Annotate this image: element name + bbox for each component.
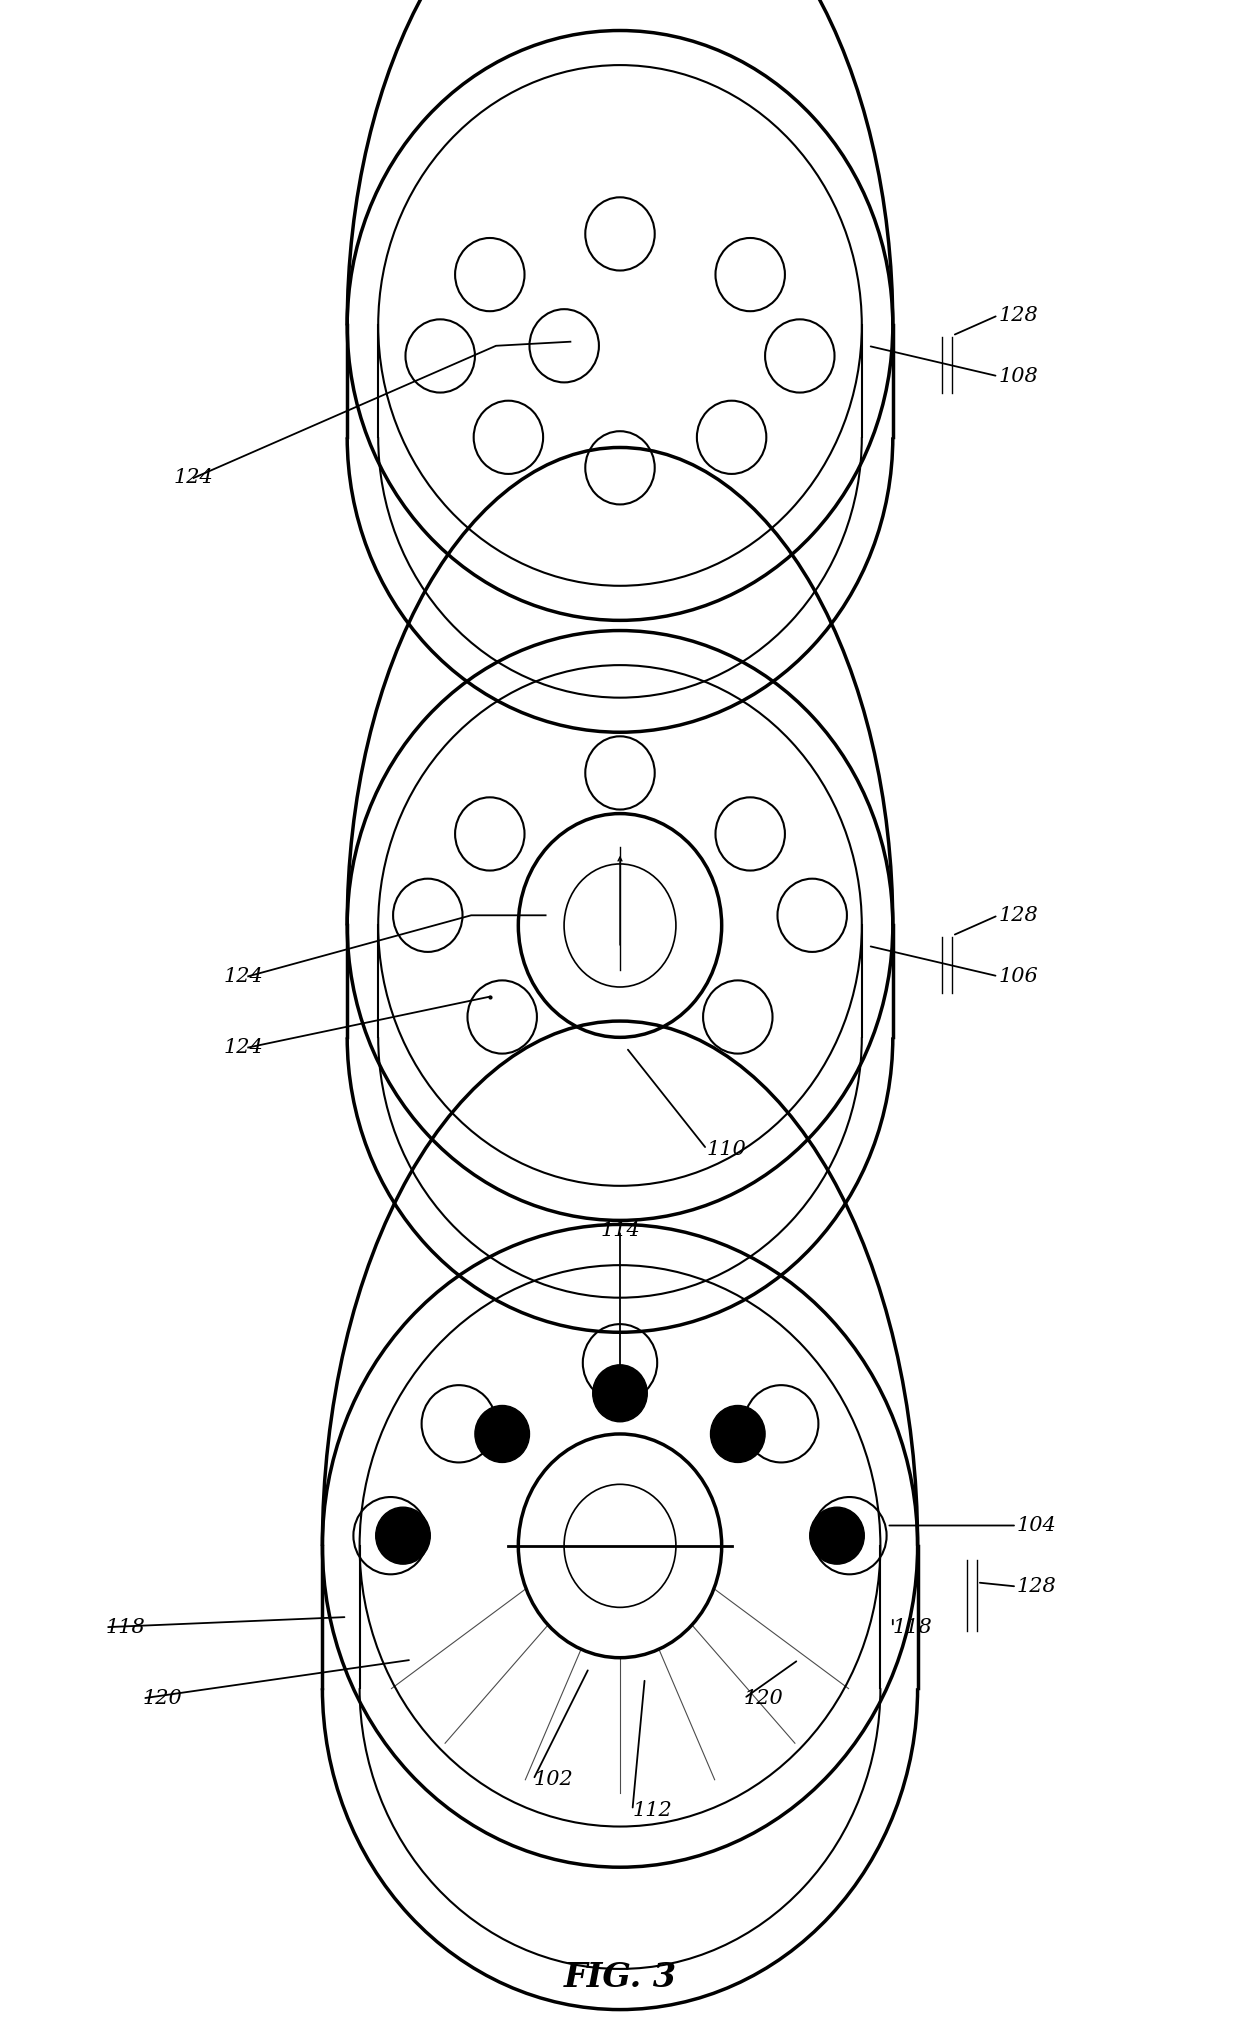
Text: 128: 128 <box>998 305 1038 325</box>
Text: 128: 128 <box>1017 1576 1056 1597</box>
Ellipse shape <box>810 1507 864 1564</box>
Ellipse shape <box>711 1405 765 1462</box>
Text: 118: 118 <box>893 1617 932 1637</box>
Ellipse shape <box>475 1405 529 1462</box>
Text: 114: 114 <box>600 1220 640 1241</box>
Text: 118: 118 <box>105 1617 145 1637</box>
Text: 102: 102 <box>533 1770 573 1790</box>
Ellipse shape <box>593 1365 647 1422</box>
Text: 128: 128 <box>998 905 1038 925</box>
Text: 106: 106 <box>998 966 1038 986</box>
Text: 108: 108 <box>998 366 1038 386</box>
Text: 124: 124 <box>223 1037 263 1058</box>
Text: 124: 124 <box>174 468 213 488</box>
Text: 124: 124 <box>223 966 263 986</box>
Text: FIG. 3: FIG. 3 <box>563 1961 677 1993</box>
Text: 120: 120 <box>744 1688 784 1709</box>
Text: 120: 120 <box>143 1688 182 1709</box>
Text: 104: 104 <box>1017 1515 1056 1536</box>
Text: 110: 110 <box>707 1139 746 1159</box>
Text: 112: 112 <box>632 1800 672 1820</box>
Ellipse shape <box>376 1507 430 1564</box>
